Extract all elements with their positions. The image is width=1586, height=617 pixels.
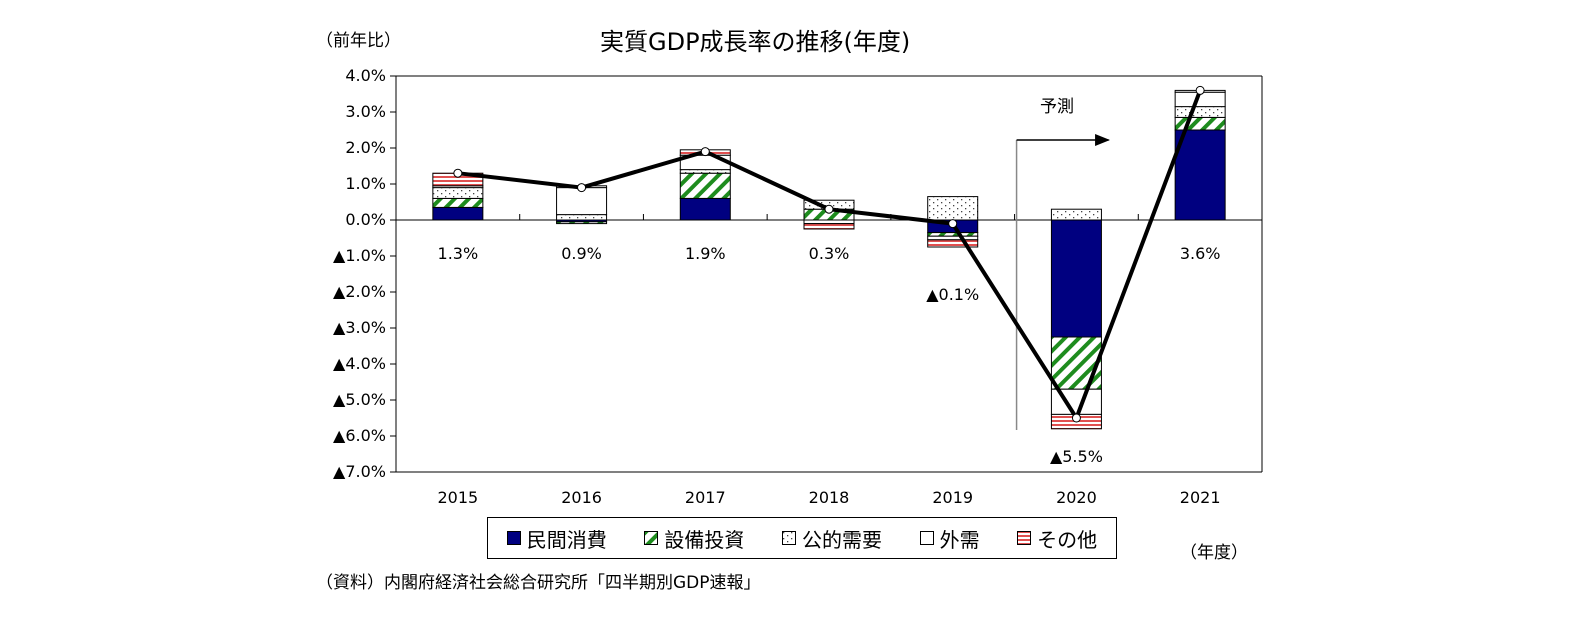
y-tick-label: ▲7.0%: [333, 462, 386, 481]
x-tick-label: 2020: [1056, 488, 1097, 507]
legend-item: 外需: [919, 524, 980, 553]
bar-segment-2020-1: [1050, 336, 1102, 390]
x-tick-label: 2019: [932, 488, 974, 507]
y-tick-label: ▲3.0%: [333, 318, 386, 337]
bar-segment-2019-3: [927, 235, 979, 241]
legend-label: 民間消費: [526, 527, 607, 552]
data-label-2021: 3.6%: [1179, 244, 1221, 263]
x-tick-label: 2015: [437, 488, 479, 507]
legend-label: 設備投資: [664, 527, 745, 552]
x-tick-label: 2018: [808, 488, 850, 507]
gdp-point-2020: [1071, 413, 1081, 423]
legend-swatch: [919, 531, 934, 545]
chart-title: 実質GDP成長率の推移(年度): [600, 28, 911, 56]
bar-segment-2019-1: [927, 232, 979, 237]
bar-segment-2016-1: [556, 221, 608, 225]
gdp-point-2021: [1195, 85, 1205, 95]
bar-segment-2021-1: [1174, 116, 1226, 131]
legend-item: 設備投資: [644, 524, 744, 553]
y-tick-label: ▲6.0%: [333, 426, 386, 445]
bar-segment-2017-2: [679, 169, 731, 174]
legend-item: その他: [1017, 524, 1097, 553]
bar-segment-2021-0: [1174, 129, 1226, 221]
x-axis-unit: （年度）: [1180, 543, 1248, 563]
source-note: （資料）内閣府経済社会総合研究所「四半期別GDP速報」: [316, 573, 761, 593]
x-tick-label: 2016: [561, 488, 602, 507]
legend-label: 公的需要: [801, 527, 882, 552]
data-label-2017: 1.9%: [684, 244, 726, 263]
y-tick-label: 4.0%: [345, 66, 386, 85]
bar-segment-2018-3: [803, 219, 855, 225]
legend-swatch: [506, 531, 521, 545]
legend-swatch: [644, 531, 659, 545]
data-label-2019: ▲0.1%: [926, 285, 980, 304]
y-axis-unit: （前年比）: [316, 31, 401, 51]
y-tick-label: ▲2.0%: [333, 282, 386, 301]
y-tick-label: 3.0%: [345, 102, 386, 121]
legend-item: 公的需要: [781, 524, 882, 553]
forecast-annotation: 予測: [1040, 97, 1074, 117]
bar-segment-2020-0: [1050, 219, 1102, 338]
bar-segment-2020-2: [1050, 208, 1102, 221]
y-tick-label: 0.0%: [345, 210, 386, 229]
bar-segment-2017-0: [679, 197, 731, 221]
legend-item: 民間消費: [506, 524, 607, 553]
bar-segment-2017-1: [679, 172, 731, 199]
x-tick-label: 2017: [684, 488, 726, 507]
gdp-point-2017: [700, 147, 710, 157]
bar-segment-2015-2: [432, 187, 484, 199]
gdp-point-2015: [453, 168, 463, 178]
data-label-2015: 1.3%: [437, 244, 479, 263]
bar-segment-2016-3: [556, 187, 608, 216]
y-tick-label: ▲1.0%: [333, 246, 386, 265]
legend-swatch: [781, 531, 796, 545]
gdp-point-2019: [948, 219, 958, 229]
legend-label: 外需: [939, 527, 980, 552]
gdp-point-2016: [577, 183, 587, 193]
bar-segment-2019-2: [927, 196, 979, 221]
data-label-2020: ▲5.5%: [1049, 447, 1103, 466]
data-label-2018: 0.3%: [808, 244, 850, 263]
y-tick-label: 2.0%: [345, 138, 386, 157]
bar-segment-2021-2: [1174, 106, 1226, 118]
bar-segment-2018-4: [803, 223, 855, 230]
legend: 民間消費 設備投資 公的需要 外需 その他: [487, 517, 1117, 559]
legend-label: その他: [1037, 527, 1098, 552]
y-tick-label: ▲4.0%: [333, 354, 386, 373]
bar-segment-2015-0: [432, 206, 484, 221]
bar-segment-2015-1: [432, 197, 484, 208]
bar-segment-2019-4: [927, 239, 979, 248]
y-tick-label: ▲5.0%: [333, 390, 386, 409]
data-label-2016: 0.9%: [561, 244, 602, 263]
legend-swatch: [1017, 531, 1032, 545]
x-tick-label: 2021: [1179, 488, 1221, 507]
gdp-point-2018: [824, 204, 834, 214]
bar-segment-2016-2: [556, 214, 608, 221]
y-tick-label: 1.0%: [345, 174, 386, 193]
